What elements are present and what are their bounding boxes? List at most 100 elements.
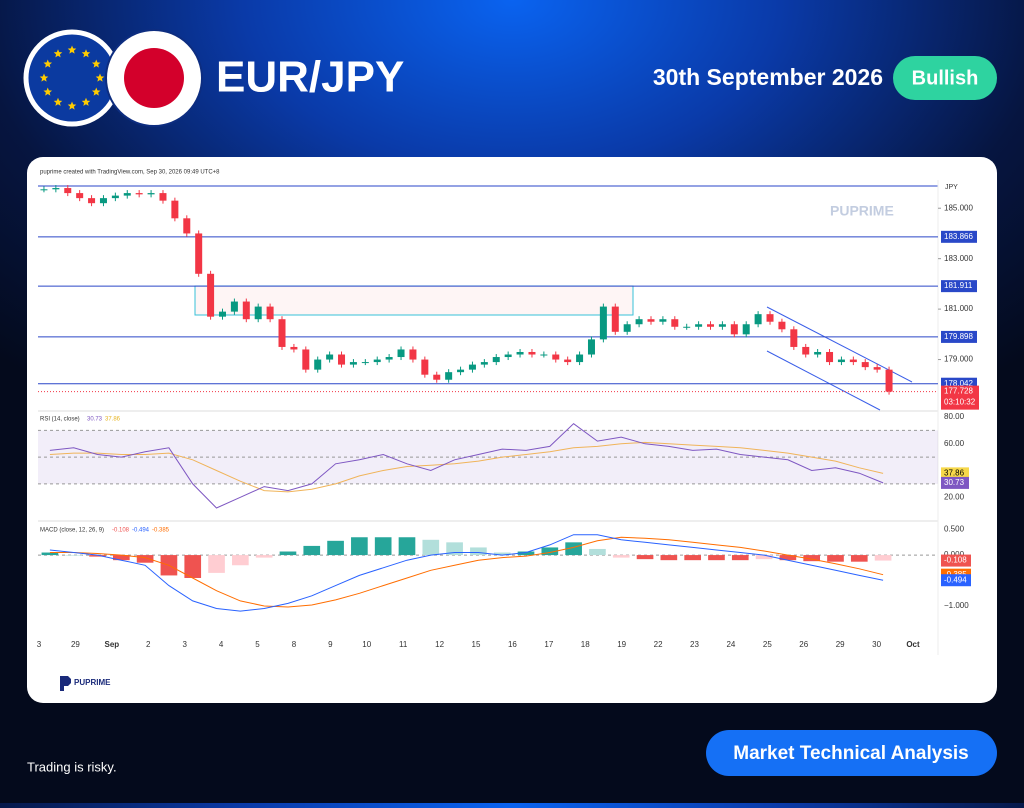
candle: [242, 301, 250, 320]
candle: [552, 354, 560, 360]
histogram-bar: [684, 555, 701, 561]
histogram-bar: [65, 555, 83, 556]
candle: [599, 306, 607, 340]
x-tick-label: 11: [399, 640, 408, 649]
candle: [278, 319, 286, 347]
rsi-tag-label: 30.73: [944, 478, 965, 487]
macd-line: [49, 534, 884, 612]
candle: [135, 193, 143, 195]
candle: [421, 359, 429, 375]
candle: [433, 374, 441, 380]
histogram-bar: [327, 540, 344, 556]
star: [95, 73, 105, 82]
x-tick-label: 3: [182, 640, 187, 649]
candle: [171, 200, 179, 219]
histogram-bar: [112, 555, 130, 561]
logo: PUPRIME: [74, 678, 111, 687]
candle: [647, 319, 655, 322]
histogram-bar: [731, 555, 749, 561]
histogram-bar: [850, 555, 868, 562]
star: [53, 97, 63, 106]
star: [43, 59, 53, 68]
candle: [230, 301, 238, 312]
rsi-line: [49, 423, 884, 509]
histogram-bar: [827, 555, 844, 562]
x-tick-label: 18: [581, 640, 590, 649]
candle: [314, 359, 322, 370]
macd-legend: -0.494: [132, 528, 150, 534]
date: 30th September 2026: [653, 64, 883, 90]
x-tick-label: 10: [362, 640, 371, 649]
bias-pill: [893, 56, 997, 100]
candle: [480, 362, 488, 365]
candle: [802, 346, 810, 355]
x-tick-label: 22: [654, 640, 663, 649]
candle: [195, 233, 203, 274]
y-tick-label: −1.000: [944, 601, 969, 610]
candle: [540, 354, 548, 356]
countdown: 03:10:32: [944, 398, 976, 407]
cta-button[interactable]: [706, 730, 997, 776]
histogram-bar: [89, 555, 106, 557]
candle: [671, 319, 679, 327]
candle: [516, 351, 524, 355]
level-label: 178.042: [944, 379, 973, 388]
histogram-bar: [136, 555, 154, 563]
histogram-bar: [208, 555, 225, 573]
candle: [88, 198, 96, 204]
candle: [504, 354, 512, 358]
macd-tag-label: -0.494: [944, 575, 967, 584]
candle: [111, 195, 119, 199]
candle: [611, 306, 619, 332]
x-tick-label: Sep: [104, 640, 119, 649]
channel-bottom: [766, 350, 881, 411]
histogram-bar: [493, 552, 511, 556]
candle: [385, 357, 393, 360]
candle: [778, 321, 786, 330]
candle: [754, 314, 762, 325]
candle: [873, 367, 881, 370]
candle: [623, 324, 631, 332]
candle: [861, 362, 869, 368]
candle: [683, 326, 691, 328]
x-tick-label: 29: [836, 640, 845, 649]
signal-legend: -0.385: [152, 528, 170, 534]
candle: [183, 218, 191, 234]
last-tag: [941, 385, 979, 410]
x-tick-label: 15: [472, 640, 481, 649]
star: [67, 45, 77, 54]
star: [91, 87, 101, 96]
jp-flag: [105, 29, 203, 127]
watermark: PUPRIME: [830, 203, 894, 219]
x-tick-label: 26: [799, 640, 808, 649]
candle: [826, 351, 834, 363]
candle: [147, 193, 155, 195]
candle: [707, 324, 715, 327]
credit: puprime created with TradingView.com, Se…: [40, 170, 220, 176]
level-label: 181.911: [944, 281, 973, 290]
candle: [837, 359, 845, 363]
macd-tag: [941, 554, 971, 567]
candle: [397, 349, 405, 358]
candle: [742, 324, 750, 335]
candle: [64, 188, 72, 194]
candle: [159, 193, 167, 201]
x-tick-label: 17: [544, 640, 553, 649]
level-label: 179.898: [944, 332, 973, 341]
candle: [492, 357, 500, 363]
candle: [718, 324, 726, 327]
histogram-bar: [351, 537, 368, 556]
candle: [576, 354, 584, 363]
candle: [266, 306, 274, 320]
cta-label[interactable]: Market Technical Analysis: [733, 743, 969, 764]
signal-line: [49, 536, 884, 608]
pair-title: EUR/JPY: [216, 53, 404, 102]
level-tag: [941, 230, 977, 243]
histogram-bar: [779, 555, 797, 561]
macd-hist-legend: -0.108: [112, 528, 130, 534]
candle: [659, 319, 667, 322]
x-tick-label: 30: [872, 640, 881, 649]
candle: [99, 198, 107, 204]
star: [53, 49, 63, 58]
